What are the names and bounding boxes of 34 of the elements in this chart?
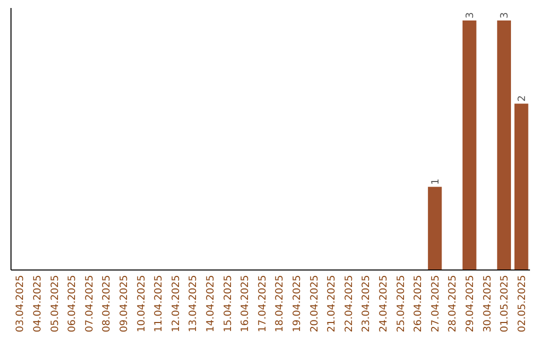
x-tick-label: 28.04.2025: [448, 275, 459, 332]
data-label: 2: [516, 95, 528, 102]
x-tick-label: 21.04.2025: [326, 275, 338, 332]
x-tick-label: 25.04.2025: [396, 275, 407, 332]
x-tick-label: 08.04.2025: [102, 275, 113, 332]
data-label: 3: [500, 12, 511, 18]
data-label: 1: [430, 178, 442, 185]
x-tick-label: 16.04.2025: [240, 275, 252, 332]
x-tick-label: 14.04.2025: [205, 275, 216, 332]
x-tick-label: 02.05.2025: [516, 275, 528, 332]
x-tick-label: 06.04.2025: [67, 275, 78, 332]
x-tick-label: 29.04.2025: [464, 275, 476, 332]
x-tick-label: 03.04.2025: [15, 275, 26, 332]
x-tick-label: 19.04.2025: [292, 275, 303, 332]
x-tick-label: 27.04.2025: [430, 275, 442, 332]
x-tick-label: 04.04.2025: [32, 275, 44, 332]
x-tick-label: 05.04.2025: [50, 275, 61, 332]
x-tick-label: 17.04.2025: [257, 275, 268, 332]
data-label: 3: [464, 12, 476, 18]
x-tick-label: 23.04.2025: [361, 275, 372, 332]
x-tick-label: 07.04.2025: [84, 275, 96, 332]
x-tick-label: 01.05.2025: [500, 275, 511, 332]
x-tick-label: 30.04.2025: [482, 275, 494, 332]
x-tick-label: 12.04.2025: [170, 275, 182, 332]
x-tick-label: 15.04.2025: [222, 275, 234, 332]
x-tick-label: 10.04.2025: [136, 275, 148, 332]
x-tick-label: 11.04.2025: [154, 275, 165, 332]
x-tick-label: 18.04.2025: [274, 275, 286, 332]
x-tick-label: 20.04.2025: [309, 275, 320, 332]
x-tick-label: 26.04.2025: [413, 275, 424, 332]
x-tick-label: 13.04.2025: [188, 275, 200, 332]
x-tick-label: 22.04.2025: [344, 275, 355, 332]
x-tick-label: 09.04.2025: [118, 275, 130, 332]
x-tick-label: 24.04.2025: [378, 275, 390, 332]
